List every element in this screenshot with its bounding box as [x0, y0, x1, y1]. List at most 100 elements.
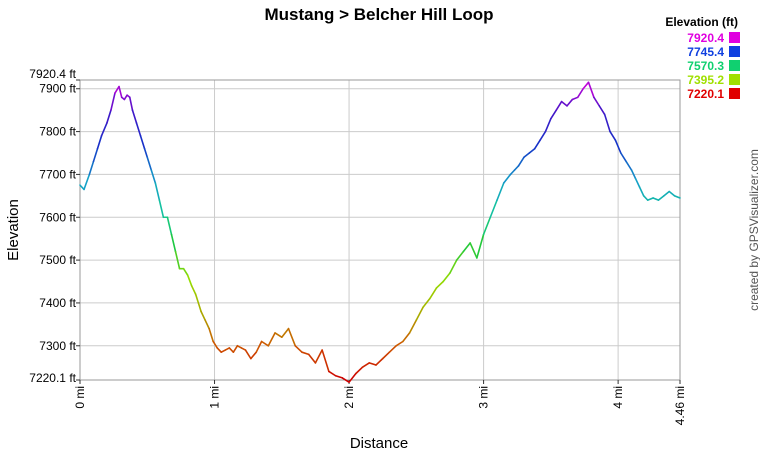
elevation-segment [354, 366, 364, 375]
elevation-segment [200, 310, 206, 321]
elevation-segment [341, 377, 350, 383]
y-tick-label: 7700 ft [39, 167, 76, 181]
elevation-segment [301, 351, 310, 356]
elevation-segment [328, 370, 337, 377]
elevation-segment [166, 216, 173, 236]
elevation-segment [92, 147, 99, 163]
elevation-segment [388, 344, 397, 353]
legend-label: 7570.3 [687, 59, 724, 73]
elevation-segment [174, 250, 181, 270]
elevation-segment [114, 85, 120, 94]
elevation-segment [321, 349, 330, 373]
elevation-segment [455, 250, 465, 261]
elevation-segment [652, 197, 660, 201]
elevation-segment [489, 199, 498, 219]
elevation-segment [638, 186, 645, 197]
elevation-segment [449, 259, 458, 274]
elevation-segment [334, 374, 344, 379]
elevation-segment [539, 130, 547, 141]
y-tick-label: 7900 ft [39, 82, 76, 96]
y-tick-label: 7220.1 ft [29, 371, 76, 385]
elevation-segment [194, 293, 200, 304]
elevation-segment [395, 340, 404, 347]
elevation-segment [186, 274, 193, 287]
elevation-segment [571, 96, 579, 101]
y-tick-label: 7300 ft [39, 339, 76, 353]
elevation-segment [625, 160, 633, 171]
elevation-segment [170, 233, 177, 253]
elevation-segment [415, 306, 424, 321]
elevation-segment [190, 284, 197, 296]
elevation-segment [197, 302, 202, 313]
elevation-segment [244, 349, 252, 360]
elevation-segment [528, 147, 536, 154]
elevation-segment [158, 199, 165, 219]
elevation-segment [131, 109, 138, 124]
elevation-segment [668, 190, 676, 197]
x-tick-label: 2 mi [342, 386, 356, 409]
elevation-segment [513, 165, 520, 171]
legend-swatch [729, 88, 740, 99]
elevation-segment [375, 357, 384, 366]
y-tick-label: 7800 ft [39, 125, 76, 139]
elevation-segment [517, 156, 525, 167]
elevation-segment [634, 177, 641, 189]
elevation-segment [212, 340, 219, 349]
legend-swatch [729, 74, 740, 85]
elevation-segment [216, 347, 223, 353]
elevation-segment [582, 81, 590, 90]
elevation-segment [150, 169, 157, 184]
elevation-segment [502, 173, 512, 184]
elevation-segment [228, 347, 235, 353]
elevation-segment [139, 135, 146, 150]
elevation-segment [232, 344, 239, 353]
x-tick-label: 1 mi [208, 386, 222, 409]
elevation-segment [550, 109, 558, 120]
elevation-segment [79, 184, 85, 191]
legend-label: 7920.4 [687, 31, 724, 45]
elevation-segment [123, 94, 128, 101]
elevation-segment [100, 122, 108, 137]
elevation-segment [204, 319, 210, 330]
legend-label: 7395.2 [687, 73, 724, 87]
elevation-segment [509, 169, 516, 176]
elevation-segment [566, 98, 574, 107]
elevation-segment [88, 160, 95, 176]
legend-swatch [729, 46, 740, 57]
elevation-segment [96, 135, 103, 150]
elevation-segment [428, 287, 438, 300]
elevation-segment [482, 216, 492, 236]
y-tick-label: 7920.4 ft [29, 67, 76, 81]
elevation-segment [469, 242, 478, 259]
elevation-segment [294, 344, 303, 353]
elevation-segment [496, 182, 505, 201]
elevation-segment [555, 100, 563, 111]
elevation-segment [314, 349, 323, 364]
elevation-segment [250, 351, 258, 360]
elevation-segment [657, 195, 665, 201]
elevation-segment [307, 353, 317, 364]
elevation-segment [435, 280, 445, 289]
elevation-segment [576, 87, 584, 99]
x-tick-label: 4 mi [611, 386, 625, 409]
y-tick-label: 7600 ft [39, 210, 76, 224]
elevation-segment [587, 81, 595, 99]
elevation-segment [533, 139, 541, 150]
elevation-segment [83, 173, 91, 191]
x-axis-title: Distance [350, 435, 408, 452]
elevation-segment [182, 267, 189, 276]
elevation-segment [598, 105, 606, 116]
elevation-segment [348, 372, 357, 383]
elevation-segment [128, 96, 134, 111]
x-tick-label: 3 mi [477, 386, 491, 409]
grid-lines [79, 79, 681, 381]
legend-swatch [729, 32, 740, 43]
elevation-segment [208, 327, 214, 343]
elevation-segment [609, 130, 617, 141]
legend-label: 7220.1 [687, 87, 724, 101]
elevation-segment [422, 297, 431, 309]
elevation-segment [462, 242, 471, 253]
elevation-segment [614, 139, 622, 154]
elevation-segment [280, 327, 290, 339]
